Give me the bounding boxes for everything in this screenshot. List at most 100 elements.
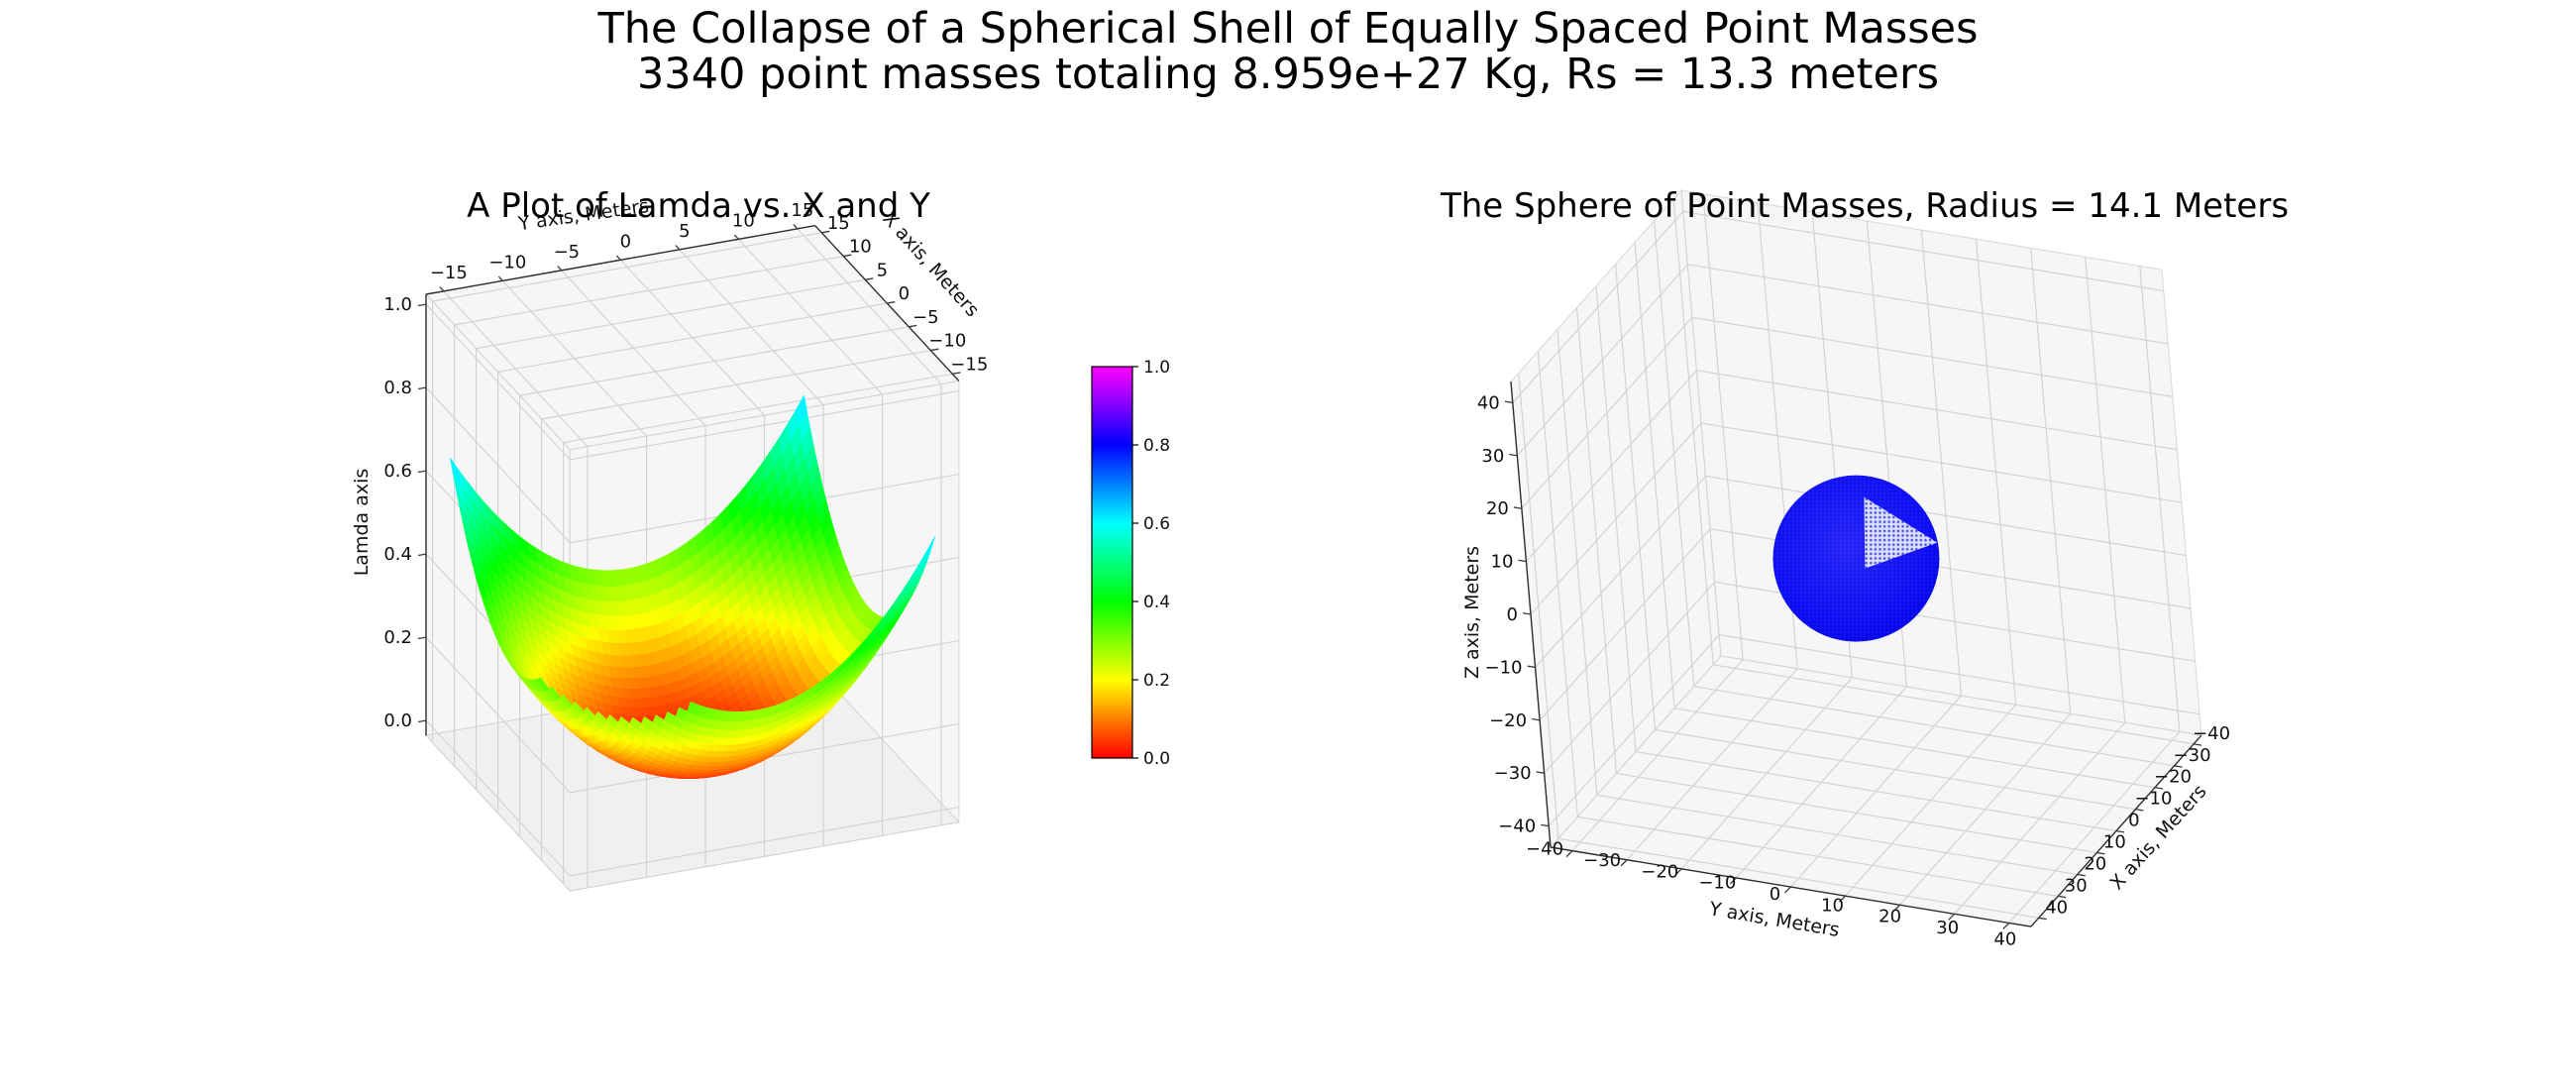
z-tick-label: 0.0 [383, 710, 412, 731]
surface-facet [548, 687, 562, 701]
grid-rightwall-z [1687, 264, 2169, 345]
x-tick-label: −10 [928, 331, 966, 352]
x-tick-label: 20 [2084, 853, 2106, 874]
grid-leftwall-z [1544, 581, 1716, 774]
x-tick-label: −5 [912, 307, 939, 328]
x-tick [909, 324, 917, 328]
z-tick-label: −20 [1489, 710, 1527, 731]
grid-leftwall-z [1548, 634, 1720, 827]
z-tick-label: 0.8 [383, 378, 412, 398]
colorbar-bar [1091, 366, 1133, 759]
z-axis-label: Z axis, Meters [1461, 546, 1483, 679]
x-tick-label: −10 [2134, 789, 2172, 810]
x-tick-label: 30 [2065, 875, 2088, 896]
surface-facet [572, 702, 585, 715]
grid-rightwall-z [1682, 210, 2164, 292]
grid-floor-x [1674, 708, 2156, 789]
surface-facet [629, 716, 642, 730]
z-tick-label: 0.2 [383, 627, 412, 648]
x-tick [2154, 787, 2164, 790]
y-tick [615, 255, 621, 261]
surface-facet [617, 716, 630, 730]
colorbar-tick-label: 0.8 [1143, 436, 1170, 456]
surface-facet [652, 714, 665, 728]
z-tick [1509, 453, 1518, 457]
grid-left-z [425, 303, 571, 461]
right-plot-gridlines [1512, 193, 2200, 924]
z-tick [417, 636, 427, 640]
y-tick-label: 10 [1821, 895, 1844, 916]
colorbar-tick-label: 0.0 [1143, 749, 1170, 769]
left-plot-title: A Plot of Lamda vs. X and Y [467, 186, 930, 226]
y-tick [1674, 868, 1682, 876]
x-tick-label: 15 [827, 213, 850, 234]
y-tick [1565, 850, 1573, 858]
z-tick-label: 30 [1481, 446, 1504, 467]
grid-top-x [432, 232, 822, 302]
z-tick-label: 40 [1477, 392, 1500, 413]
grid-top-x [454, 256, 844, 326]
x-tick-label: 5 [877, 260, 888, 280]
z-tick-label: 20 [1486, 498, 1509, 519]
y-tick [1839, 895, 1846, 903]
grid-left-z [425, 719, 571, 877]
right-plot-ticks [1504, 400, 2202, 929]
z-tick [1536, 771, 1545, 774]
surface-facet [583, 707, 596, 720]
z-tick [417, 386, 427, 390]
y-tick-label: −20 [1641, 861, 1678, 882]
x-tick [2135, 809, 2144, 812]
colorbar-tick-label: 0.4 [1143, 593, 1170, 612]
z-tick [1513, 506, 1522, 509]
grid-top-x [541, 350, 931, 420]
z-tick [1531, 717, 1541, 721]
figure-title-line1: The Collapse of a Spherical Shell of Equ… [597, 4, 1979, 54]
z-tick [1504, 400, 1513, 404]
z-tick-label: −30 [1494, 763, 1532, 784]
sphere-sparse-patch [1864, 496, 1938, 569]
z-tick [417, 553, 427, 557]
y-tick [2002, 922, 2010, 929]
x-tick-label: −20 [2154, 767, 2192, 788]
x-tick [2174, 765, 2183, 768]
x-tick [887, 301, 896, 304]
surface-facet [560, 695, 573, 708]
x-tick-label: −15 [950, 354, 988, 375]
x-tick [2058, 895, 2067, 899]
grid-left-z [425, 386, 571, 544]
grid-floor-x [1616, 772, 2097, 854]
y-tick-label: −5 [554, 242, 581, 263]
z-tick [417, 303, 427, 307]
x-tick [843, 254, 852, 258]
left-plot-tick-labels: −15 −10 −5 0 5 10 15151050−5−10−150.00.20.40.6… [383, 200, 988, 731]
x-tick [821, 230, 830, 234]
grid-top-x [563, 373, 953, 444]
z-tick-label: 10 [1491, 552, 1514, 573]
y-tick-label: −15 [430, 263, 468, 283]
grid-floor-x [1635, 750, 2116, 832]
x-tick-label: 10 [849, 237, 872, 258]
y-tick-label: 40 [1993, 928, 2016, 949]
surface-facet [687, 702, 699, 715]
x-tick-label: 0 [899, 283, 910, 304]
y-tick [439, 286, 445, 292]
y-tick-label: −10 [1698, 873, 1736, 894]
grid-floor-x [1577, 816, 2059, 897]
right-plot-tick-labels: −40−30−20−10010203040−40−30−20−100102030… [1477, 392, 2230, 949]
z-tick [1522, 612, 1532, 615]
grid-floor-x [1655, 729, 2136, 811]
colorbar-tick-label: 0.6 [1143, 514, 1170, 534]
figure-title-line2: 3340 point masses totaling 8.959e+27 Kg,… [636, 50, 1940, 99]
x-tick-label: −40 [2193, 723, 2230, 744]
grid-leftwall-z [1526, 370, 1697, 563]
colorbar-tick-label: 0.2 [1143, 671, 1170, 691]
x-tick-label: 10 [2103, 832, 2126, 853]
y-tick [1620, 859, 1628, 867]
sphere-scatter [1772, 475, 1940, 642]
colorbar: 0.0 0.2 0.4 0.6 0.8 1.0 [1091, 358, 1170, 769]
x-tick [2115, 829, 2125, 833]
left-plot-ticks [417, 224, 961, 723]
colorbar-tick-label: 1.0 [1143, 358, 1170, 378]
grid-left-z [425, 636, 571, 794]
z-tick-label: 0 [1507, 604, 1518, 625]
